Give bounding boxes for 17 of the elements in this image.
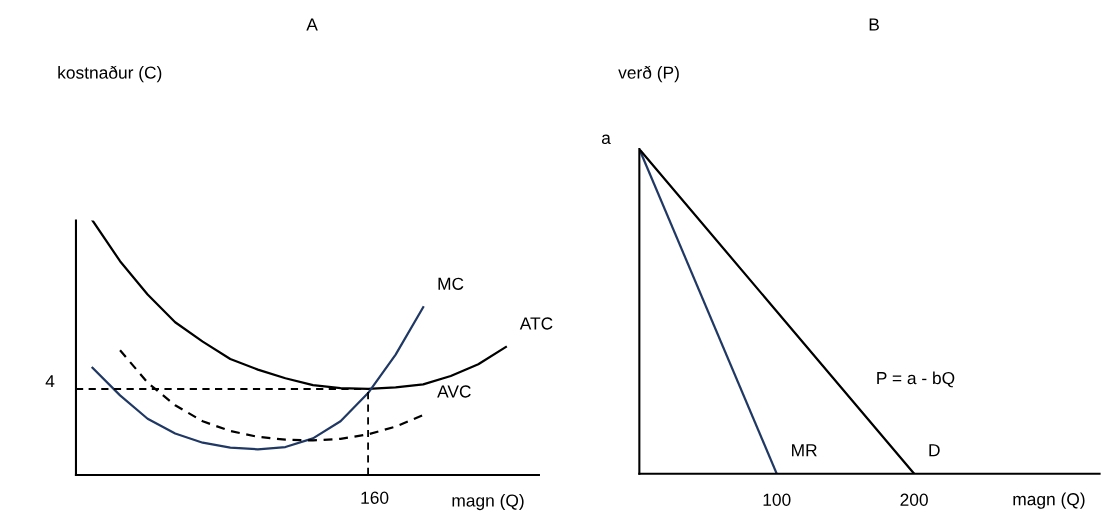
x-tick-label: 200 xyxy=(900,493,928,506)
x-tick-label: 100 xyxy=(763,493,791,506)
series-label: AVC xyxy=(437,385,471,398)
annotation: a xyxy=(601,134,611,145)
series-label: MC xyxy=(438,277,464,290)
x-axis-title: magn (Q) xyxy=(452,493,524,511)
chart-title: B xyxy=(869,18,879,31)
series-label: D xyxy=(929,444,940,457)
text: 160 xyxy=(361,491,389,504)
y-axis-title: kostnaður (C) xyxy=(58,65,162,83)
x-axis-title: magn (Q) xyxy=(1013,492,1085,509)
series-label: MR xyxy=(792,444,817,457)
chart-title: A xyxy=(306,18,318,31)
text: 4 xyxy=(45,375,55,388)
annotation: P = a - bQ xyxy=(877,371,955,388)
y-axis-title: verð (P) xyxy=(618,65,679,83)
series-label: ATC xyxy=(519,317,553,330)
